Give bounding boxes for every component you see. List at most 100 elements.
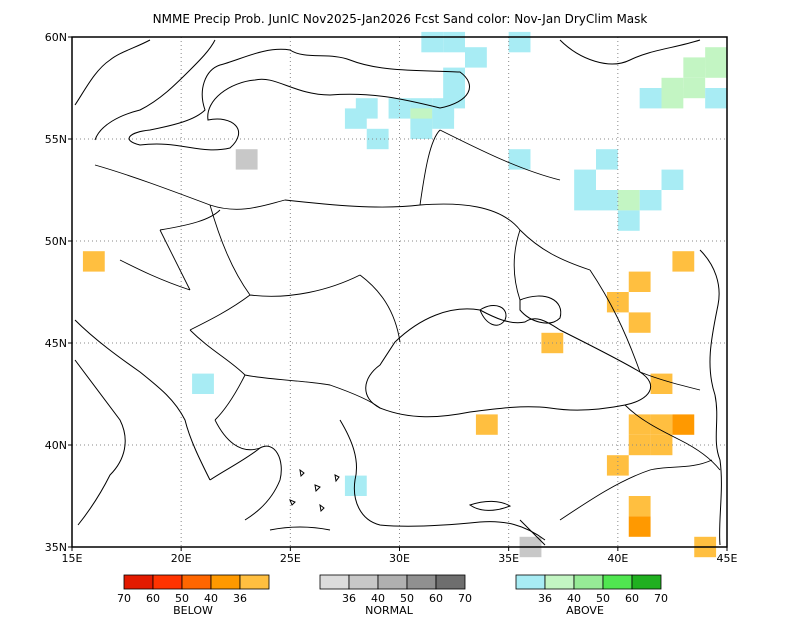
below-probability-cell — [628, 271, 651, 292]
black-sea-coast — [365, 308, 652, 418]
above-probability-cell — [705, 88, 727, 109]
below-probability-cell — [628, 516, 651, 537]
legend-below-tick-label: 50 — [175, 592, 189, 605]
crete-coast — [269, 526, 331, 531]
legend-normal-swatch — [319, 574, 350, 590]
above-probability-cell — [388, 98, 411, 119]
above-probability-cell — [596, 190, 618, 211]
legend-below: 70 60 50 40 36 BELOW — [117, 574, 270, 617]
below-probability-cell — [650, 434, 673, 456]
greece-coast — [209, 445, 282, 521]
x-tick-label: 20E — [171, 552, 192, 565]
legend-below-swatch — [152, 574, 183, 590]
legend-below-tick-label: 36 — [233, 592, 247, 605]
above-probability-cell — [639, 190, 662, 211]
aegean-islands — [289, 468, 340, 513]
baltic-coast — [128, 48, 470, 151]
legend-normal-swatch — [435, 574, 466, 590]
sea-of-azov-coast — [519, 295, 562, 324]
levant-coast — [519, 519, 546, 546]
caspian-coast — [699, 249, 722, 546]
above-probability-cell — [344, 475, 367, 496]
above-probability-cell — [508, 31, 531, 53]
above-probability-cell — [410, 118, 433, 139]
above-probability-cell — [443, 31, 465, 53]
adriatic-coast — [74, 319, 211, 481]
above-probability-cell — [639, 88, 662, 109]
legend-normal-tick-label: 50 — [400, 592, 414, 605]
below-probability-cell — [628, 496, 651, 517]
legend-below-swatch — [123, 574, 154, 590]
legend-above-swatch — [573, 574, 604, 590]
x-tick-label: 30E — [389, 552, 410, 565]
national-borders — [94, 129, 721, 521]
above-probability-cell — [432, 108, 455, 129]
y-tick-label: 50N — [45, 235, 67, 248]
above-probability-cell — [574, 169, 596, 190]
below-probability-cell — [672, 251, 695, 272]
x-tick-label: 40E — [607, 552, 628, 565]
legend-above-swatch — [631, 574, 662, 590]
aegean-turkey-coast — [339, 419, 546, 541]
legend-above-tick-label: 40 — [567, 592, 581, 605]
y-tick-label: 35N — [45, 541, 67, 554]
y-tick-label: 55N — [45, 133, 67, 146]
above-probability-cell — [421, 31, 444, 53]
legend-below-tick-label: 60 — [146, 592, 160, 605]
below-probability-cell — [650, 373, 673, 394]
above-probability-cell — [617, 190, 640, 211]
legend-below-swatch — [181, 574, 212, 590]
x-tick-label: 35E — [498, 552, 519, 565]
y-tick-label: 40N — [45, 439, 67, 452]
legend-above-tick-label: 50 — [596, 592, 610, 605]
normal-probability-cell — [235, 149, 258, 170]
legend-above-swatch — [602, 574, 633, 590]
longitude-labels: 15E 20E 25E 30E 35E 40E 45E — [62, 547, 738, 565]
legend-normal-tick-label: 60 — [429, 592, 443, 605]
map-title: NMME Precip Prob. JunIC Nov2025-Jan2026 … — [153, 12, 648, 26]
x-tick-label: 25E — [280, 552, 301, 565]
above-probability-cell — [683, 57, 706, 78]
below-probability-cell — [628, 434, 651, 456]
below-probability-cell — [628, 414, 651, 435]
above-probability-cell — [443, 88, 465, 109]
scandinavia-coast — [74, 39, 216, 141]
below-probability-cell — [475, 414, 498, 435]
crimea-coast — [479, 305, 507, 326]
below-probability-cell — [650, 414, 673, 435]
above-probability-cell — [661, 88, 684, 109]
legend-above-tick-label: 70 — [654, 592, 668, 605]
legend-above-tick-label: 36 — [538, 592, 552, 605]
above-probability-cell — [617, 210, 640, 231]
legend-above-swatch — [515, 574, 546, 590]
legend-normal-swatch — [348, 574, 379, 590]
legend-below-swatch — [210, 574, 241, 590]
legend-normal-tick-label: 36 — [342, 592, 356, 605]
legend-below-tick-label: 40 — [204, 592, 218, 605]
above-probability-cell — [683, 77, 706, 99]
y-tick-label: 45N — [45, 337, 67, 350]
below-probability-cell — [82, 251, 105, 272]
y-tick-label: 60N — [45, 31, 67, 44]
above-probability-cell — [465, 47, 487, 68]
legend-normal-tick-label: 40 — [371, 592, 385, 605]
above-probability-cell — [192, 373, 214, 394]
legend-normal-label: NORMAL — [365, 604, 414, 617]
italy-coast — [74, 359, 126, 526]
cyprus-coast — [468, 500, 512, 511]
above-probability-cell — [661, 169, 684, 190]
legend-below-label: BELOW — [173, 604, 213, 617]
below-probability-cell — [628, 312, 651, 333]
legend-normal: 36 40 50 60 70 NORMAL — [319, 574, 472, 617]
above-probability-cell — [596, 149, 618, 170]
legend-below-swatch — [239, 574, 270, 590]
coastlines-and-borders — [74, 39, 722, 546]
legend-above: 36 40 50 60 70 ABOVE — [515, 574, 668, 617]
above-probability-cell — [574, 190, 596, 211]
above-probability-cell — [443, 67, 465, 88]
legend-above-tick-label: 60 — [625, 592, 639, 605]
above-probability-cell — [366, 128, 389, 150]
above-probability-cell — [705, 47, 727, 68]
legend-below-tick-label: 70 — [117, 592, 131, 605]
